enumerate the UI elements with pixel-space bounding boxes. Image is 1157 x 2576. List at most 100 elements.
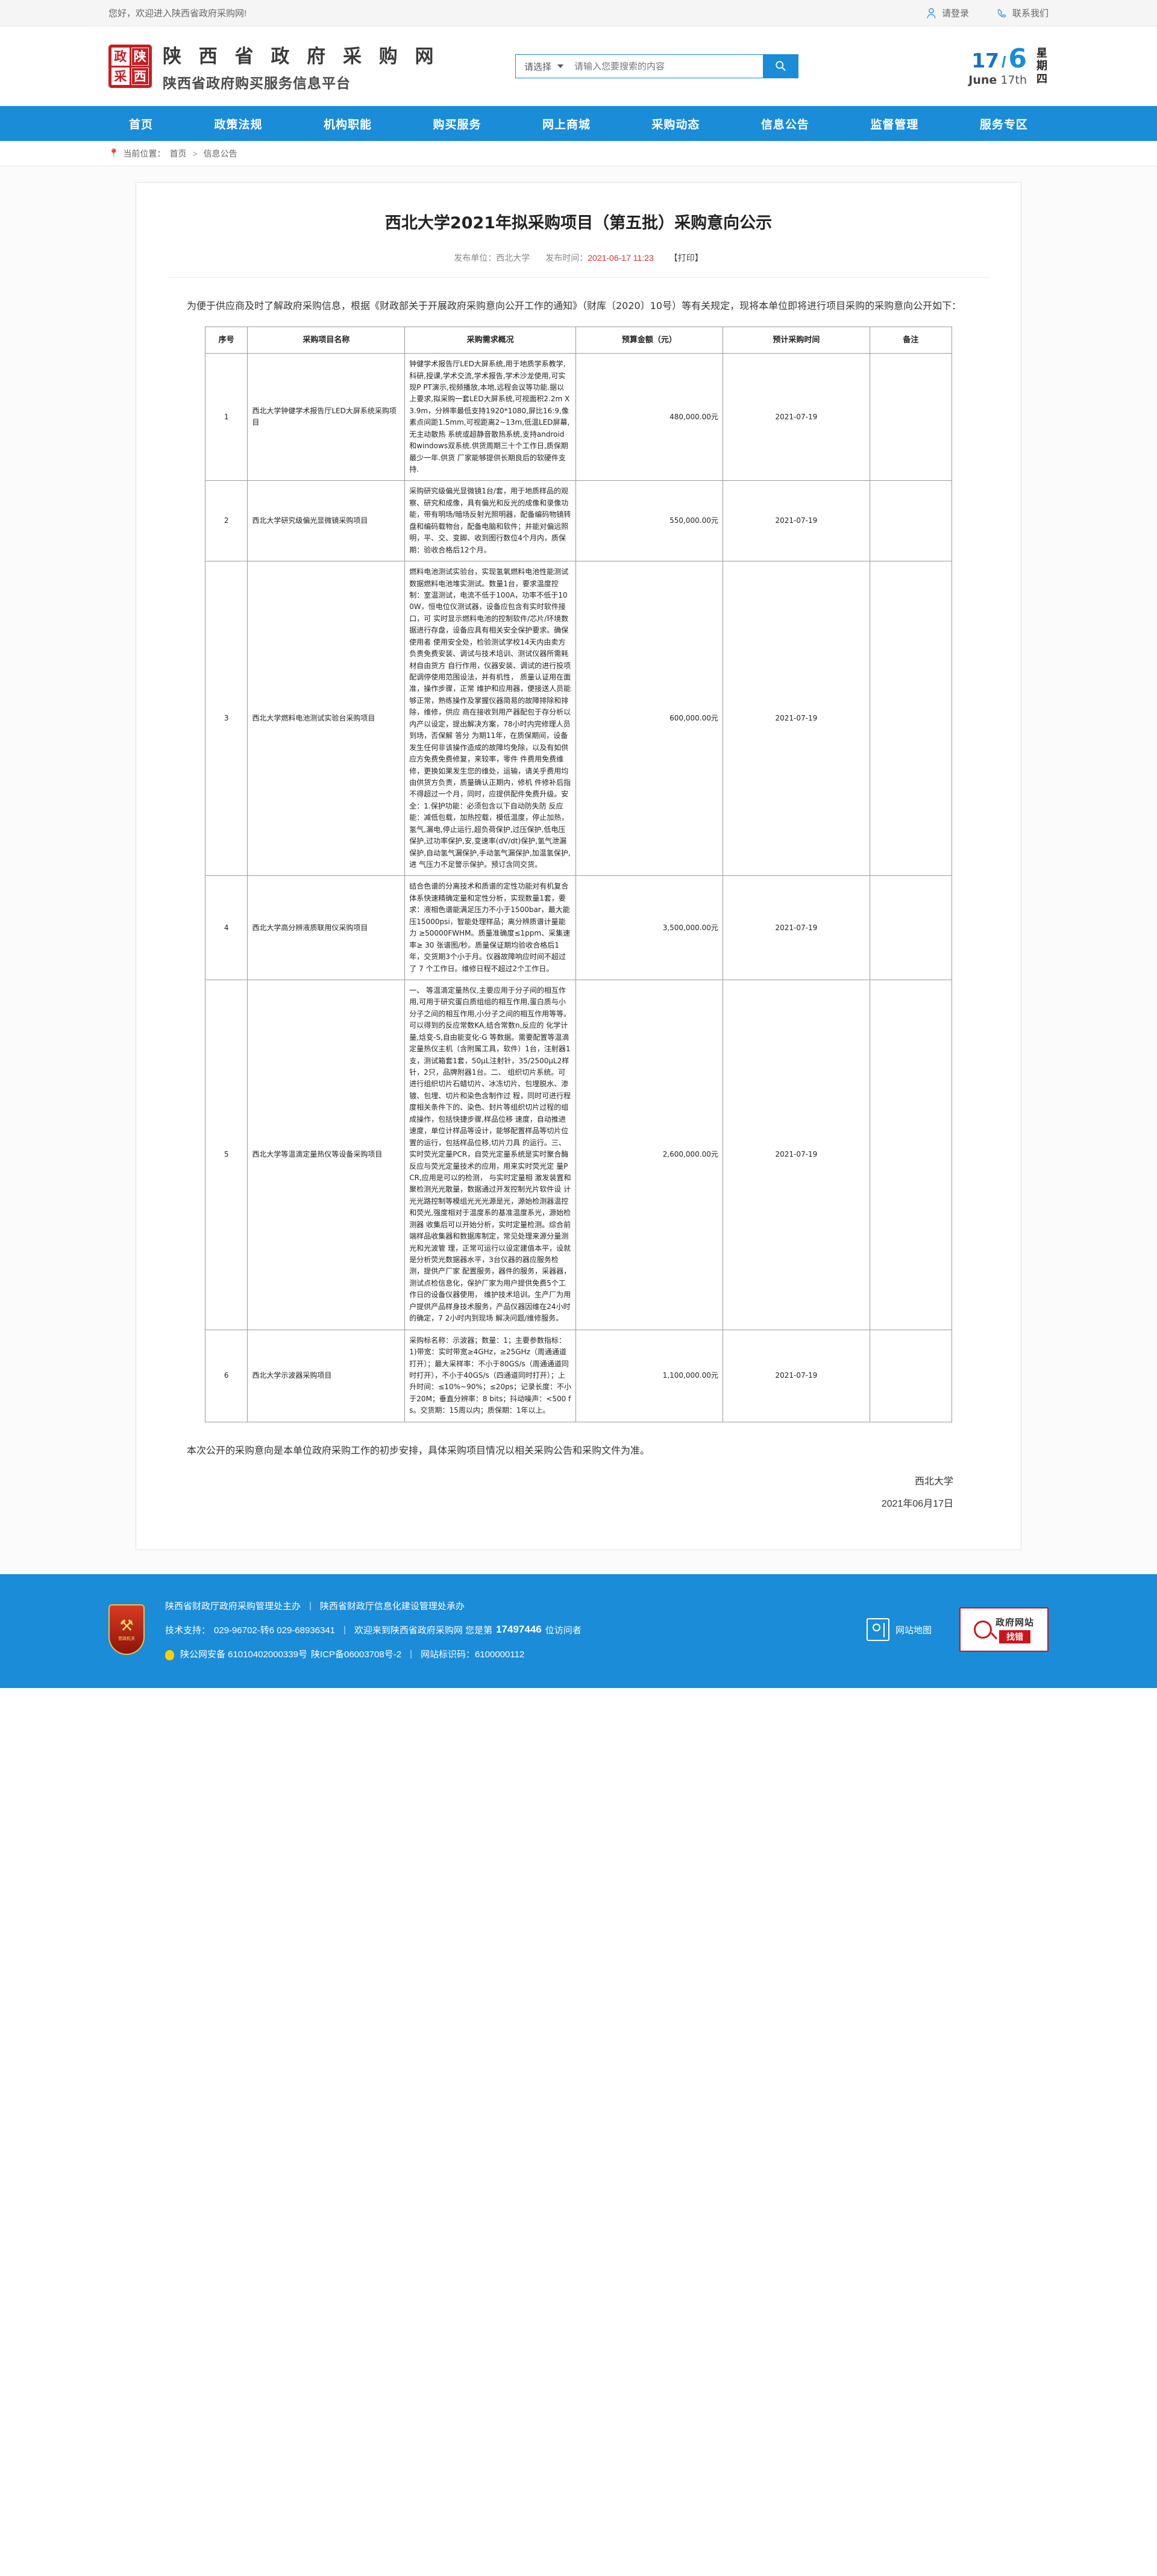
cell-desc: 钟健学术报告厅LED大屏系统,用于地质学系教学,科研,授课,学术交流,学术报告,…: [404, 353, 576, 481]
cell-idx: 3: [204, 561, 248, 877]
nav-item-0[interactable]: 首页: [129, 117, 154, 131]
nav-item-4[interactable]: 网上商城: [542, 117, 591, 131]
cell-note: [869, 480, 953, 562]
cell-amount: 1,100,000.00元: [575, 1329, 723, 1422]
publisher-group: 发布单位：西北大学: [454, 252, 530, 264]
cell-idx: 1: [204, 353, 248, 481]
article-card: 西北大学2021年拟采购项目（第五批）采购意向公示 发布单位：西北大学 发布时间…: [136, 182, 1021, 1550]
nav-item-7[interactable]: 监督管理: [870, 117, 919, 131]
table-col-header-4: 预计采购时间: [722, 327, 870, 354]
sitemap-label: 网站地图: [895, 1625, 932, 1636]
cell-name: 西北大学高分辨液质联用仪采购项目: [247, 875, 406, 980]
contact-link[interactable]: 联系我们: [997, 7, 1049, 19]
table-header-row: 序号 采购项目名称 采购需求概况 预算金额（元） 预计采购时间 备注: [204, 327, 953, 354]
cell-idx: 2: [204, 480, 248, 562]
site-logo[interactable]: 政 陕 采 西 陕 西 省 政 府 采 购 网 陕西省政府购买服务信息平台: [108, 41, 446, 92]
cell-name: 西北大学示波器采购项目: [247, 1329, 406, 1422]
top-links: 请登录 联系我们: [926, 7, 1049, 19]
publish-time-label: 发布时间：: [545, 252, 588, 263]
cell-note: [869, 875, 953, 980]
nav-item-1[interactable]: 政策法规: [214, 117, 263, 131]
cell-time: 2021-07-19: [722, 875, 870, 980]
article-body: 为便于供应商及时了解政府采购信息，根据《财政部关于开展政府采购意向公开工作的通知…: [168, 278, 989, 1516]
article-meta: 发布单位：西北大学 发布时间：2021-06-17 11:23 【打印】: [168, 252, 989, 278]
visitor-prefix: 欢迎来到陕西省政府采购网 您是第: [354, 1625, 493, 1636]
cell-time: 2021-07-19: [722, 480, 870, 562]
footer-divider-2: |: [343, 1624, 346, 1635]
search-box: 请选择: [515, 54, 798, 78]
icp-record[interactable]: 陕ICP备06003708号-2: [310, 1649, 402, 1660]
main-navigation: 首页 政策法规 机构职能 购买服务 网上商城 采购动态 信息公告 监督管理 服务专区: [0, 106, 1157, 141]
location-pin-icon: 📍: [108, 148, 119, 158]
date-widget: 17 / 6 June 17th 星期四: [868, 46, 1049, 87]
date-weekday: 星期四: [1036, 47, 1047, 85]
procurement-table: 序号 采购项目名称 采购需求概况 预算金额（元） 预计采购时间 备注 1 西北大学钟健学术报…: [204, 327, 953, 1422]
cell-time: 2021-07-19: [722, 1329, 870, 1422]
emblem-text: 党政机关: [118, 1637, 135, 1642]
login-link[interactable]: 请登录: [926, 7, 969, 19]
signature-block: 西北大学 2021年06月17日: [168, 1471, 989, 1516]
torch-glyph: ⚒: [119, 1616, 134, 1635]
publish-time-value: 2021-06-17 11:23: [588, 252, 654, 263]
sitemap-link[interactable]: 网站地图: [866, 1618, 932, 1642]
cell-time: 2021-07-19: [722, 561, 870, 877]
publisher-label: 发布单位：: [454, 252, 497, 263]
cell-desc: 采购标名称：示波器；数量：1；主要参数指标：1)带宽：实时带宽≥4GHz，≥25…: [404, 1329, 576, 1422]
seal-char-4: 西: [131, 67, 149, 85]
cell-amount: 600,000.00元: [575, 561, 723, 877]
cell-idx: 6: [204, 1329, 248, 1422]
table-col-header-1: 采购项目名称: [247, 327, 406, 354]
footer-text-lines: 陕西省财政厅政府采购管理处主办 | 陕西省财政厅信息化建设管理处承办 技术支持：…: [165, 1599, 867, 1660]
nav-item-8[interactable]: 服务专区: [979, 117, 1028, 131]
site-id: 网站标识码：6100000112: [420, 1649, 525, 1660]
table-row: 1 西北大学钟健学术报告厅LED大屏系统采购项目 钟健学术报告厅LED大屏系统,用于…: [204, 353, 953, 481]
search-input[interactable]: [571, 55, 763, 78]
gov-website-report-badge[interactable]: 政府网站 找错: [959, 1607, 1049, 1652]
nav-item-5[interactable]: 采购动态: [651, 117, 700, 131]
cell-amount: 480,000.00元: [575, 353, 723, 481]
breadcrumb-current[interactable]: 信息公告: [203, 148, 237, 158]
cell-desc: 结合色谱的分离技术和质谱的定性功能对有机复合体系快速精确定量和定性分析，实现数量…: [404, 875, 576, 980]
table-row: 4 西北大学高分辨液质联用仪采购项目 结合色谱的分离技术和质谱的定性功能对有机复合体…: [204, 875, 953, 980]
footer-undertaker: 陕西省财政厅信息化建设管理处承办: [319, 1601, 465, 1612]
breadcrumb-home[interactable]: 首页: [169, 148, 187, 158]
user-icon: [926, 8, 936, 19]
table-col-header-3: 预算金额（元）: [575, 327, 723, 354]
search-button[interactable]: [763, 55, 798, 78]
print-button[interactable]: 【打印】: [669, 252, 703, 263]
nav-item-3[interactable]: 购买服务: [433, 117, 481, 131]
footer-line-records: 陕公网安备 61010402000339号 陕ICP备06003708号-2 |…: [165, 1648, 867, 1660]
signature-date: 2021年06月17日: [881, 1499, 953, 1510]
cell-idx: 5: [204, 979, 248, 1330]
cell-desc: 一、 等温滴定量热仪,主要应用于分子间的相互作用,可用于研究蛋白质组组的相互作用…: [404, 979, 576, 1330]
police-record[interactable]: 陕公网安备 61010402000339号: [180, 1649, 307, 1660]
visitor-count: 17497446: [496, 1624, 542, 1636]
publisher-value: 西北大学: [496, 252, 530, 263]
site-header: 政 陕 采 西 陕 西 省 政 府 采 购 网 陕西省政府购买服务信息平台 请选…: [0, 27, 1157, 106]
cell-note: [869, 979, 953, 1330]
footer-line-support: 技术支持： 029-96702-转6 029-68936341 | 欢迎来到陕西…: [165, 1624, 867, 1636]
date-month: 6: [1008, 43, 1027, 74]
search-icon: [774, 60, 786, 73]
site-footer: ⚒ 党政机关 陕西省财政厅政府采购管理处主办 | 陕西省财政厅信息化建设管理处承…: [0, 1574, 1157, 1688]
footer-divider-1: |: [309, 1600, 312, 1611]
seal-char-1: 政: [111, 48, 130, 66]
search-category-select[interactable]: 请选择: [516, 55, 571, 78]
table-col-header-2: 采购需求概况: [404, 327, 576, 354]
cell-name: 西北大学研究级偏光显微镜采购项目: [247, 480, 406, 562]
footer-right: 网站地图 政府网站 找错: [866, 1607, 1049, 1652]
cell-amount: 3,500,000.00元: [575, 875, 723, 980]
nav-item-2[interactable]: 机构职能: [323, 117, 372, 131]
search-category-label: 请选择: [524, 61, 552, 72]
cell-amount: 2,600,000.00元: [575, 979, 723, 1330]
table-body: 1 西北大学钟健学术报告厅LED大屏系统采购项目 钟健学术报告厅LED大屏系统,用于…: [204, 353, 953, 1422]
magnifier-icon: [973, 1621, 992, 1639]
footer-divider-3: |: [410, 1648, 412, 1659]
breadcrumb-bar: 📍 当前位置： 首页 > 信息公告: [0, 141, 1157, 166]
nav-item-6[interactable]: 信息公告: [760, 117, 809, 131]
intro-paragraph: 为便于供应商及时了解政府采购信息，根据《财政部关于开展政府采购意向公开工作的通知…: [187, 299, 962, 311]
table-col-header-0: 序号: [204, 327, 248, 354]
signature-org: 西北大学: [914, 1477, 953, 1487]
brand-subtitle: 陕西省政府购买服务信息平台: [163, 75, 351, 92]
gov-badge-line2: 找错: [999, 1630, 1030, 1644]
